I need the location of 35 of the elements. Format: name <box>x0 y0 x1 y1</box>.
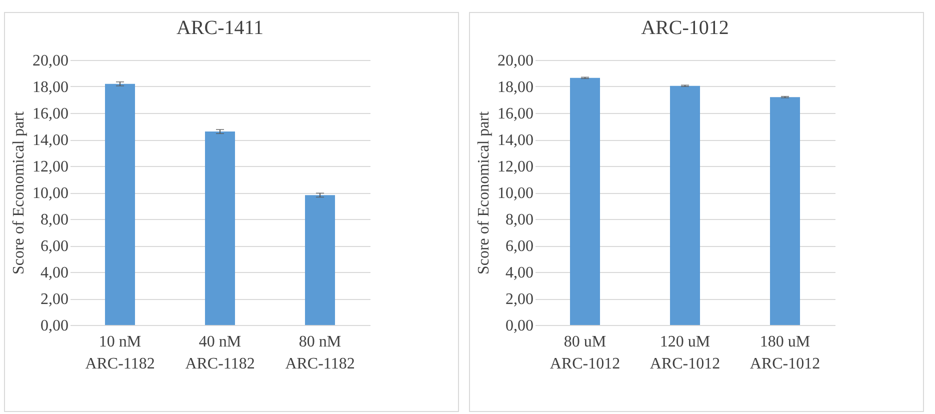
bar <box>105 84 135 325</box>
y-tick-label: 16,00 <box>498 106 534 122</box>
y-tick-label: 20,00 <box>498 52 534 70</box>
bar <box>305 195 335 325</box>
x-tick-label: 10 nM ARC-1182 <box>85 334 155 372</box>
y-tick-label: 18,00 <box>498 79 534 96</box>
y-tick-label: 6,00 <box>40 238 68 255</box>
x-tick-label: 120 uM ARC-1012 <box>650 334 720 372</box>
y-tick-label: 4,00 <box>506 264 534 282</box>
y-tick-label: 10,00 <box>498 185 534 202</box>
bar <box>205 132 235 325</box>
y-tick-label: 18,00 <box>32 79 68 96</box>
chart-title: ARC-1411 <box>176 17 264 39</box>
y-axis-title: Score of Economical part <box>10 110 28 275</box>
y-tick-label: 12,00 <box>498 158 534 176</box>
y-tick-label: 6,00 <box>506 238 534 255</box>
y-tick-label: 14,00 <box>32 132 68 149</box>
x-tick-label: 80 nM ARC-1182 <box>285 334 355 372</box>
y-tick-label: 8,00 <box>506 212 534 228</box>
x-tick-label: 180 uM ARC-1012 <box>750 334 820 372</box>
y-tick-label: 0,00 <box>40 318 68 334</box>
y-tick-label: 12,00 <box>32 158 68 176</box>
y-tick-label: 2,00 <box>506 291 534 308</box>
x-tick-label: 40 nM ARC-1182 <box>185 334 255 372</box>
chart-title: ARC-1012 <box>641 17 729 39</box>
y-tick-label: 20,00 <box>32 52 68 70</box>
y-tick-label: 0,00 <box>506 318 534 334</box>
y-tick-label: 8,00 <box>40 212 68 228</box>
y-tick-label: 14,00 <box>498 132 534 149</box>
y-axis-title: Score of Economical part <box>476 110 492 275</box>
y-tick-label: 16,00 <box>32 106 68 122</box>
y-tick-label: 2,00 <box>40 291 68 308</box>
y-tick-label: 10,00 <box>32 185 68 202</box>
y-tick-label: 4,00 <box>40 264 68 282</box>
x-tick-label: 80 uM ARC-1012 <box>550 334 620 372</box>
